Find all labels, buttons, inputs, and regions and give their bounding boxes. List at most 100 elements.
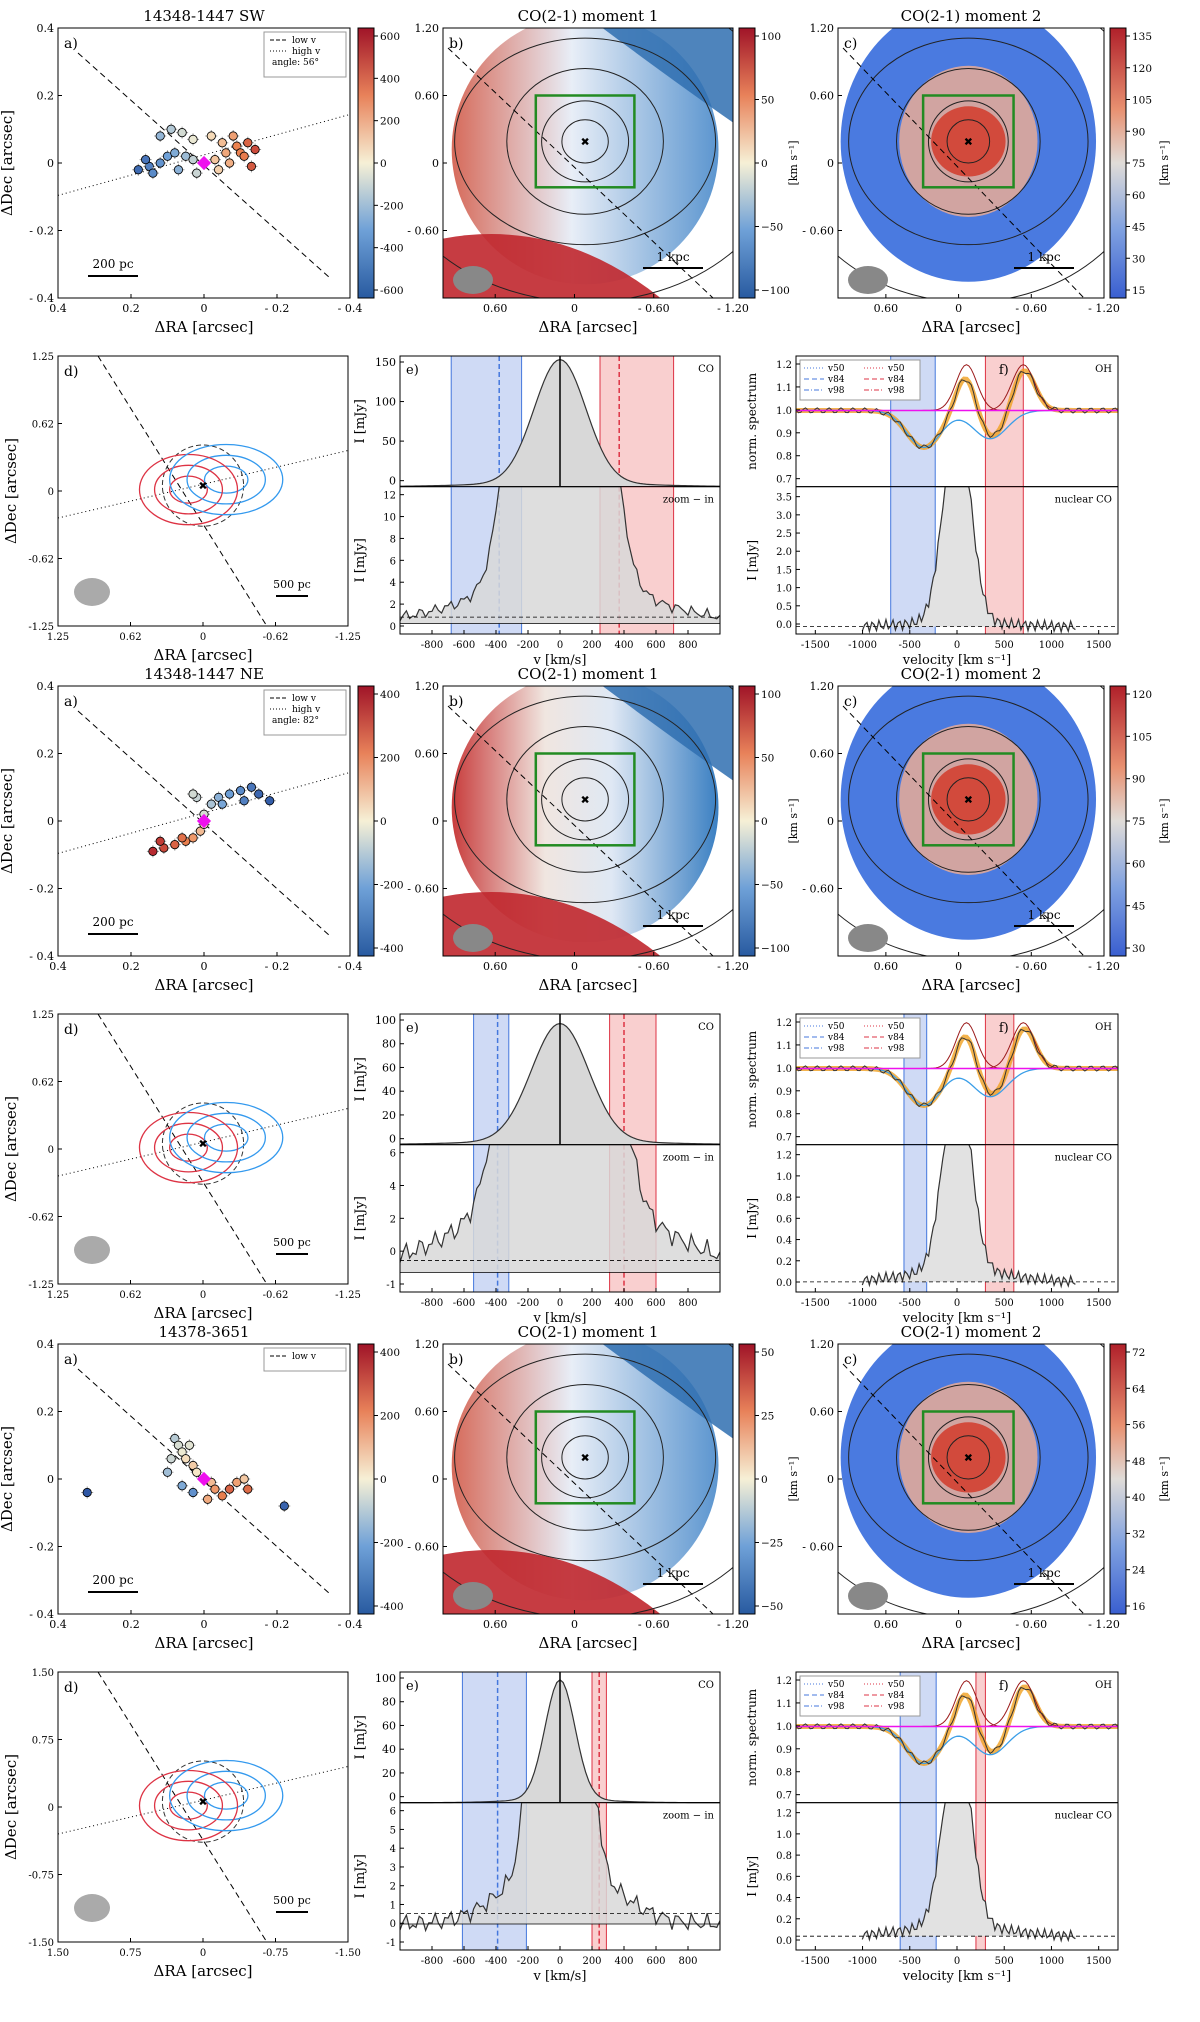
low-v-axis <box>97 355 268 627</box>
intensity-contour <box>896 726 1041 873</box>
panel-tag: OH <box>1095 364 1112 375</box>
intensity-contour <box>561 777 609 822</box>
y-tick-label: 0 <box>390 622 396 633</box>
low-v-axis <box>97 1013 268 1285</box>
x-tick-label: 0.60 <box>874 302 899 315</box>
colorbar-tick-label: 90 <box>1132 774 1145 786</box>
intensity-contour <box>927 100 1009 183</box>
panel-title: 14348-1447 SW <box>143 7 265 25</box>
nucleus-cross: ✖ <box>580 135 589 148</box>
x-tick-label: -800 <box>421 1298 443 1309</box>
legend-label: low v <box>292 36 317 46</box>
panel-title: CO(2-1) moment 2 <box>901 1323 1042 1341</box>
blueshifted-contour <box>186 1770 266 1821</box>
colorbar-tick-label: 24 <box>1132 1565 1146 1577</box>
y-axis-label: norm. spectrum <box>745 1688 759 1786</box>
legend <box>799 359 921 401</box>
redshifted-contour <box>153 1780 224 1831</box>
x-axis-label: ΔRA [arcsec] <box>539 976 638 994</box>
legend-label: v50 <box>887 1680 905 1690</box>
colorbar-tick-label: 75 <box>1132 816 1145 828</box>
data-point <box>210 1484 220 1494</box>
x-tick-label: 0.62 <box>119 632 141 643</box>
y-axis-label: norm. spectrum <box>745 1030 759 1128</box>
intensity-contour <box>946 777 991 822</box>
nuclear-co-fill <box>862 486 1076 632</box>
x-tick-label: 0 <box>201 960 208 973</box>
y-tick-label: 0.4 <box>776 1236 792 1247</box>
intensity-contour <box>946 1435 991 1480</box>
y-tick-label: 1.1 <box>776 1041 792 1052</box>
intensity-contour <box>541 1416 630 1499</box>
blueshifted-contour <box>203 1781 249 1810</box>
y-tick-label: 100 <box>375 396 396 409</box>
x-tick-label: -1.50 <box>335 1948 361 1959</box>
x-tick-label: 0.62 <box>119 1290 141 1301</box>
intensity-contour <box>946 119 991 164</box>
data-point <box>148 168 158 178</box>
low-v-axis <box>842 1363 1085 1614</box>
intensity-contour <box>848 37 1089 246</box>
y-tick-label: 8 <box>390 534 396 545</box>
beam-ellipse <box>74 578 110 606</box>
x-tick-label: 400 <box>614 640 633 651</box>
y-axis-label: ΔDec [arcsec] <box>0 768 16 874</box>
colorbar-tick-label: 120 <box>1132 689 1152 701</box>
panel-tag: zoom − in <box>663 495 715 506</box>
colorbar-tick-label: 0 <box>761 1474 768 1486</box>
nucleus-cross: ✖ <box>580 1451 589 1464</box>
panel-label: e) <box>406 363 419 378</box>
x-tick-label: 0.2 <box>122 1618 140 1631</box>
x-tick-label: - 0.4 <box>338 1618 363 1631</box>
colorbar-tick-label: 0 <box>761 158 768 170</box>
y-tick-label: 0.60 <box>415 1406 440 1419</box>
colorbar-tick-label: 64 <box>1132 1383 1146 1395</box>
x-tick-label: -1000 <box>848 1956 877 1967</box>
panel-label: f) <box>999 1021 1009 1036</box>
y-tick-label: 4 <box>390 1844 396 1855</box>
y-tick-label: 40 <box>382 1085 396 1098</box>
aperture <box>161 1760 245 1843</box>
y-tick-label: - 0.60 <box>802 225 834 238</box>
y-tick-label: 100 <box>375 1672 396 1685</box>
y-tick-label: - 0.4 <box>29 1608 54 1621</box>
legend-label: low v <box>292 1352 317 1362</box>
y-tick-label: 0 <box>389 1791 396 1804</box>
y-tick-label: 0 <box>432 815 439 828</box>
x-tick-label: -1500 <box>801 640 830 651</box>
x-tick-label: 500 <box>995 1956 1014 1967</box>
x-tick-label: -500 <box>899 1298 921 1309</box>
nucleus-cross: ✖ <box>964 1451 973 1464</box>
y-tick-label: 0.9 <box>776 1087 792 1098</box>
data-point <box>224 789 235 799</box>
panel-label: e) <box>406 1021 419 1036</box>
data-point <box>177 833 187 843</box>
panel-label: e) <box>406 1679 419 1694</box>
colorbar-tick-label: 200 <box>380 116 400 128</box>
colorbar-tick-label: 100 <box>761 31 781 43</box>
data-point <box>133 165 143 175</box>
data-point <box>188 1487 198 1498</box>
intensity-contour <box>454 1353 717 1562</box>
y-tick-label: 0.9 <box>776 429 792 440</box>
legend-label: v84 <box>887 1033 905 1043</box>
colorbar <box>1109 1343 1127 1615</box>
legend-label: low v <box>292 694 317 704</box>
data-point <box>188 833 198 843</box>
legend-label: v98 <box>827 1702 845 1712</box>
scalebar-label: 200 pc <box>92 257 133 271</box>
intensity-contour <box>541 758 630 841</box>
y-tick-label: - 0.60 <box>407 883 439 896</box>
y-tick-label: 0 <box>48 1145 54 1156</box>
x-tick-label: - 1.20 <box>1088 960 1120 973</box>
panel-label: f) <box>999 363 1009 378</box>
x-tick-label: 0.2 <box>122 302 140 315</box>
y-tick-label: 3 <box>390 1863 396 1874</box>
x-tick-label: -1.25 <box>335 632 361 643</box>
scalebar-label: 200 pc <box>92 1573 133 1587</box>
scalebar-label: 1 kpc <box>1027 250 1060 264</box>
y-axis-label: ΔDec [arcsec] <box>0 1426 16 1532</box>
y-tick-label: 0.2 <box>37 90 55 103</box>
data-point <box>173 165 184 175</box>
y-tick-label: 0 <box>47 157 54 170</box>
